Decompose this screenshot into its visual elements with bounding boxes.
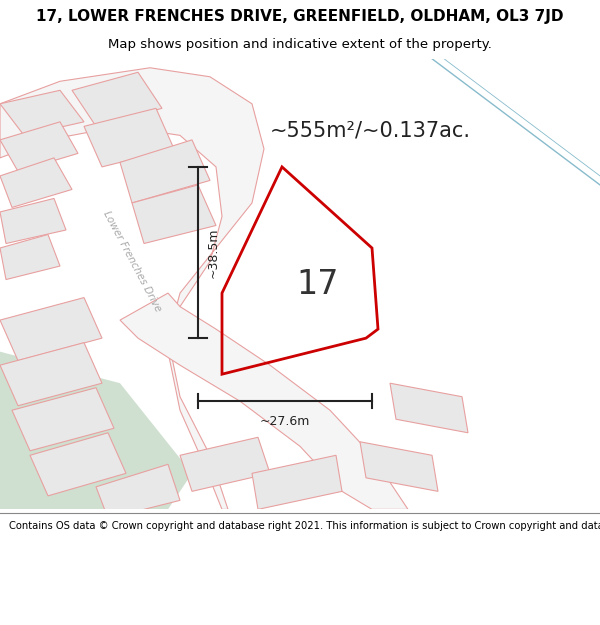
Polygon shape (30, 432, 126, 496)
Text: ~27.6m: ~27.6m (260, 415, 310, 428)
Polygon shape (132, 185, 216, 244)
Polygon shape (120, 293, 408, 509)
Text: 17: 17 (297, 268, 339, 301)
Polygon shape (12, 388, 114, 451)
Text: Lower Frenches Drive: Lower Frenches Drive (101, 209, 163, 314)
Polygon shape (0, 122, 78, 171)
Polygon shape (0, 158, 72, 208)
Polygon shape (0, 352, 192, 509)
Text: ~38.5m: ~38.5m (207, 228, 220, 278)
Text: ~555m²/~0.137ac.: ~555m²/~0.137ac. (270, 121, 471, 141)
Polygon shape (0, 199, 66, 244)
Text: 17, LOWER FRENCHES DRIVE, GREENFIELD, OLDHAM, OL3 7JD: 17, LOWER FRENCHES DRIVE, GREENFIELD, OL… (36, 9, 564, 24)
Polygon shape (120, 140, 210, 203)
Polygon shape (252, 455, 342, 509)
Polygon shape (0, 68, 264, 509)
Polygon shape (96, 464, 180, 518)
Polygon shape (0, 234, 60, 279)
Polygon shape (360, 442, 438, 491)
Polygon shape (180, 438, 270, 491)
Polygon shape (0, 90, 84, 136)
Polygon shape (0, 342, 102, 406)
Text: Contains OS data © Crown copyright and database right 2021. This information is : Contains OS data © Crown copyright and d… (9, 521, 600, 531)
Polygon shape (390, 383, 468, 432)
Polygon shape (84, 108, 174, 167)
Polygon shape (72, 72, 162, 126)
Text: Map shows position and indicative extent of the property.: Map shows position and indicative extent… (108, 38, 492, 51)
Polygon shape (0, 298, 102, 361)
